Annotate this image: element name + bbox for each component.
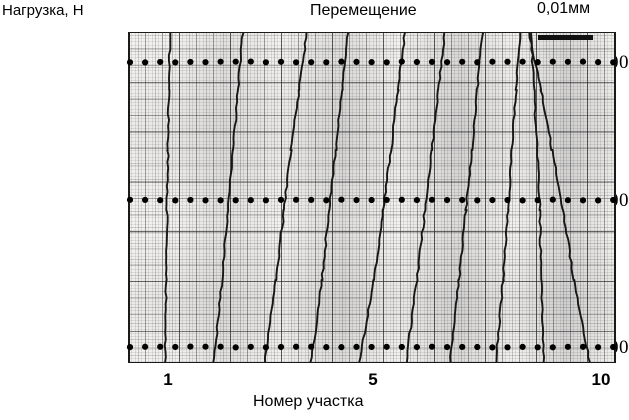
trace-section-10 [528,32,591,363]
x-tick-10: 10 [591,370,611,389]
trace-section-9 [529,32,546,363]
x-axis-title: Номер участка [253,393,364,410]
trace-section-8 [495,32,522,363]
plot-border-bottom [128,361,616,363]
trace-section-1 [163,32,172,363]
trace-section-7 [449,32,485,363]
trace-section-2 [212,32,245,363]
trace-section-3 [264,32,308,363]
trace-section-6 [405,32,446,363]
x-tick-1: 1 [163,370,173,389]
y-axis-title: Нагрузка, Н [2,2,84,19]
scale-bar [538,35,593,40]
plot-area [128,32,616,363]
scale-bar-label: 0,01мм [537,0,591,17]
plot-border-right [614,32,616,363]
trace-lines-group [163,32,591,363]
trace-section-5 [358,32,407,363]
plot-title: Перемещение [310,2,417,19]
trace-section-4 [309,32,350,363]
plot-border-top [128,32,616,34]
plot-border-left [128,32,130,363]
x-tick-5: 5 [368,370,378,389]
